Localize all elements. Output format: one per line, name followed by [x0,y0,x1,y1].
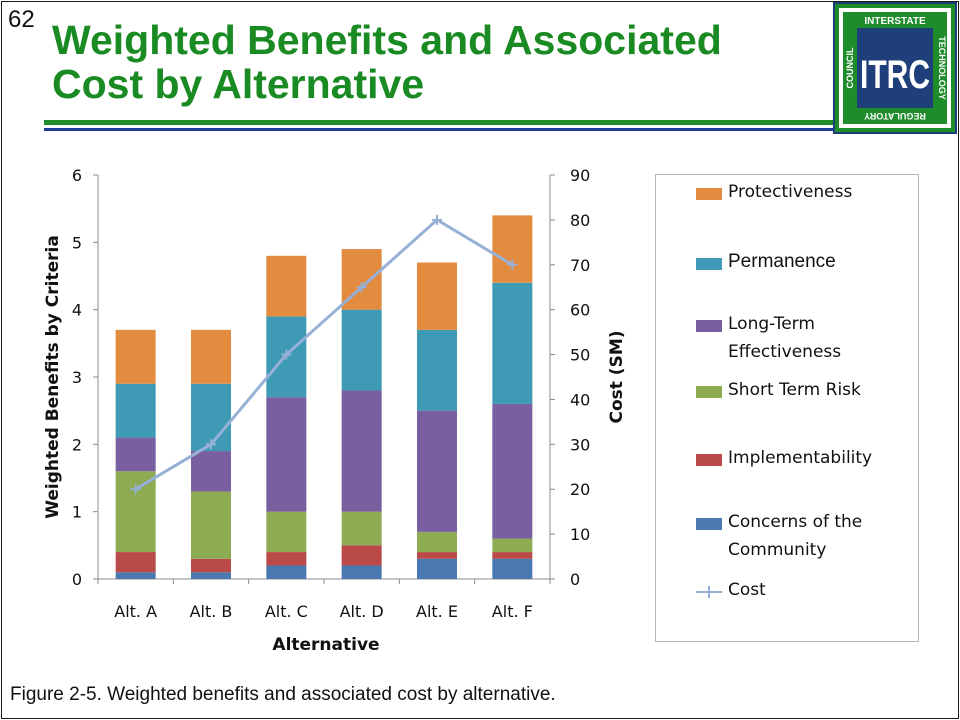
y2-tick-label: 80 [570,211,590,230]
x-tick-label: Alt. C [265,602,308,621]
slide-title: Weighted Benefits and Associated Cost by… [52,17,722,107]
y2-tick-label: 90 [570,166,590,185]
legend-label: Short Term Risk [728,380,861,400]
bar-segment [115,329,156,384]
bar-segment [417,410,457,532]
legend-label: Implementability [728,448,873,468]
x-tick-label: Alt. B [190,602,233,621]
y-tick-label: 5 [72,233,82,252]
y2-tick-label: 60 [570,301,590,320]
bar-segment [492,403,533,539]
logo-center-text: ITRC [860,53,930,97]
x-tick-label: Alt. F [492,602,533,621]
y-tick-label: 4 [72,301,82,320]
y2-tick-label: 30 [570,435,590,454]
logo-left-text: COUNCIL [845,47,855,88]
bar-segment [417,531,457,553]
y2-tick-label: 10 [570,525,590,544]
legend-label: Cost [728,580,766,600]
itrc-logo: INTERSTATE REGULATORY COUNCIL TECHNOLOGY… [833,2,957,134]
legend-label: Protectiveness [728,182,853,202]
x-axis-label: Alternative [272,635,379,655]
legend-label: Permanence [728,251,836,272]
legend-item: Protectiveness [696,182,918,206]
slide-number: 62 [8,6,35,33]
y-tick-label: 6 [72,166,82,185]
y-tick-label: 3 [72,368,82,387]
bar-segment [492,552,533,559]
bar-segment [115,471,156,553]
legend-label: Long-Term Effectiveness [728,314,842,362]
bar-segment [341,545,382,566]
legend-item: Cost [696,580,918,604]
legend-color-swatch [696,386,722,398]
bar-segment [266,552,307,566]
y2-tick-label: 50 [570,346,590,365]
bar-segment [115,437,156,472]
x-tick-label: Alt. E [416,602,458,621]
bar-segment [266,565,307,579]
title-rule-green [44,120,834,125]
chart-legend: Protectiveness Permanence Long-Term Effect… [655,174,919,642]
bar-segment [266,397,307,512]
logo-right-text: TECHNOLOGY [937,36,947,100]
bar-segment [341,309,382,391]
bar-segment [492,282,533,404]
bar-segment [417,558,457,579]
bar-segment [191,558,231,573]
bar-segment [115,552,156,573]
bar-segment [191,491,231,559]
title-rule-blue [44,128,954,131]
legend-color-swatch [696,188,722,200]
x-tick-label: Alt. A [114,602,157,621]
logo-top-text: INTERSTATE [864,16,926,27]
legend-item: Implementability [696,448,918,472]
legend-item: Permanence [696,251,918,276]
legend-color-swatch [696,320,722,332]
y-tick-label: 1 [72,503,82,522]
bar-segment [492,215,533,283]
bar-segment [115,572,156,579]
figure-caption: Figure 2-5. Weighted benefits and associ… [10,684,556,705]
y2-tick-label: 20 [570,480,590,499]
legend-color-swatch [696,258,722,270]
x-tick-label: Alt. D [340,602,384,621]
legend-item: Short Term Risk [696,380,918,404]
bar-segment [191,572,231,579]
legend-item: Long-Term Effectiveness [696,314,918,366]
bar-segment [266,255,307,317]
bar-segment [341,565,382,579]
bar-segment [191,329,231,384]
logo-bottom-text: REGULATORY [864,111,926,121]
bar-segment [417,552,457,559]
bar-segment [417,329,457,411]
legend-color-swatch [696,518,722,530]
legend-color-swatch [696,454,722,466]
y2-tick-label: 0 [570,570,580,589]
y-tick-label: 2 [72,435,82,454]
bar-segment [341,390,382,512]
y-tick-label: 0 [72,570,82,589]
cost-line [134,218,514,491]
bar-segment [191,451,231,492]
legend-line-swatch [696,586,722,598]
y2-tick-label: 70 [570,256,590,275]
y2-tick-label: 40 [570,390,590,409]
bar-segment [341,511,382,546]
y2-axis-label: Cost (SM) [607,330,627,423]
bar-segment [266,511,307,553]
y-axis-label: Weighted Benefits by Criteria [43,235,63,519]
bar-segment [417,262,457,330]
legend-label: Concerns of the Community [728,512,863,560]
bar-segment [115,383,156,438]
bar-segment [492,558,533,579]
bar-segment [492,538,533,553]
legend-item: Concerns of the Community [696,512,918,564]
